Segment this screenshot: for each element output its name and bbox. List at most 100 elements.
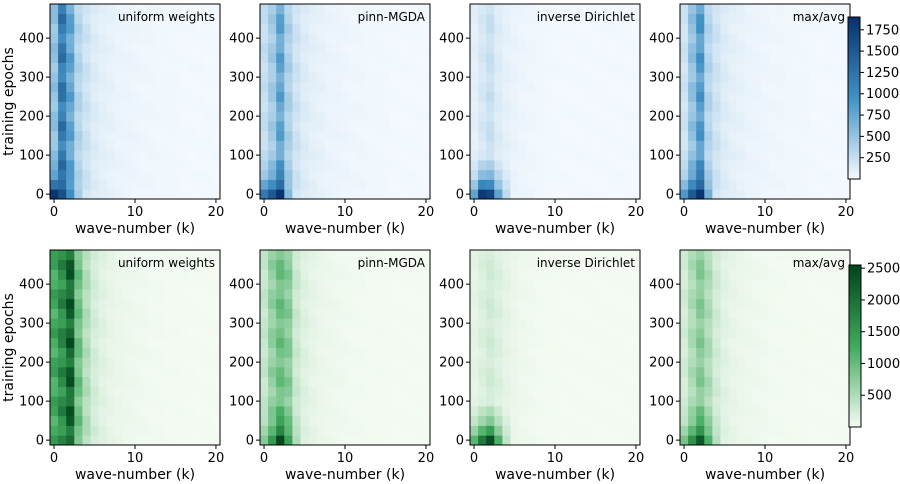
heatmap-cell <box>389 318 399 329</box>
heatmap-cell <box>486 425 495 436</box>
heatmap-cell <box>74 179 83 190</box>
heatmap-cell <box>760 386 770 397</box>
heatmap-cell <box>50 279 59 290</box>
heatmap-cell <box>744 347 754 358</box>
heatmap-cell <box>470 396 479 407</box>
heatmap-cell <box>720 111 729 122</box>
heatmap-cell <box>171 396 180 407</box>
heatmap-cell <box>58 179 67 190</box>
heatmap-cell <box>82 376 91 387</box>
heatmap-cell <box>365 33 374 44</box>
heatmap-cell <box>567 130 576 141</box>
heatmap-cell <box>688 386 697 397</box>
heatmap-cell <box>203 269 213 280</box>
heatmap-cell <box>607 376 617 387</box>
heatmap-cell <box>421 367 431 378</box>
heatmap-cell <box>631 82 641 93</box>
heatmap-cell <box>74 396 83 407</box>
heatmap-cell <box>494 121 503 132</box>
heatmap-cell <box>211 4 221 15</box>
heatmap-cell <box>381 82 390 93</box>
heatmap-cell <box>300 4 309 15</box>
heatmap-cell <box>518 72 528 83</box>
heatmap-cell <box>203 386 213 397</box>
heatmap-cell <box>130 376 140 387</box>
heatmap-cell <box>720 23 729 34</box>
heatmap-cell <box>559 33 568 44</box>
heatmap-cell <box>50 415 59 426</box>
heatmap-cell <box>268 298 277 309</box>
heatmap-cell <box>728 318 738 329</box>
heatmap-cell <box>171 72 180 83</box>
heatmap-cell <box>357 376 366 387</box>
heatmap-cell <box>744 130 754 141</box>
y-tick-label: 300 <box>19 317 44 332</box>
heatmap-cell <box>575 250 584 261</box>
heatmap-cell <box>478 52 487 63</box>
heatmap-cell <box>187 279 197 290</box>
heatmap-cell <box>559 367 568 378</box>
heatmap-cell <box>720 160 729 171</box>
heatmap-cell <box>300 347 309 358</box>
heatmap-cell <box>583 357 592 368</box>
heatmap-cell <box>478 101 487 112</box>
heatmap-cell <box>106 150 116 161</box>
heatmap-cell <box>308 72 318 83</box>
heatmap-cell <box>680 160 689 171</box>
heatmap-cell <box>66 130 75 141</box>
heatmap-cell <box>349 376 358 387</box>
heatmap-cell <box>486 269 495 280</box>
heatmap-cell <box>769 91 778 102</box>
heatmap-cell <box>130 82 140 93</box>
heatmap-cell <box>623 169 633 180</box>
heatmap-cell <box>680 406 689 417</box>
heatmap-cell <box>122 23 132 34</box>
heatmap-cell <box>349 367 358 378</box>
heatmap-cell <box>340 415 350 426</box>
heatmap-cell <box>155 357 164 368</box>
heatmap-cell <box>502 23 511 34</box>
heatmap-cell <box>114 396 124 407</box>
heatmap-cell <box>478 179 487 190</box>
heatmap-cell <box>187 121 197 132</box>
heatmap-cell <box>365 91 374 102</box>
heatmap-cell <box>357 121 366 132</box>
heatmap-cell <box>316 376 326 387</box>
heatmap-cell <box>712 140 721 151</box>
heatmap-cell <box>833 250 843 261</box>
heatmap-cell <box>777 150 786 161</box>
heatmap-cell <box>801 140 810 151</box>
heatmap-cell <box>825 396 835 407</box>
heatmap-cell <box>550 91 560 102</box>
colorbar-segment <box>848 152 860 156</box>
heatmap-cell <box>599 179 609 190</box>
heatmap-cell <box>785 160 794 171</box>
heatmap-cell <box>324 91 334 102</box>
heatmap-cell <box>122 425 132 436</box>
heatmap-cell <box>130 318 140 329</box>
heatmap-cell <box>98 328 108 339</box>
heatmap-cell <box>623 150 633 161</box>
heatmap-cell <box>365 435 374 446</box>
heatmap-cell <box>825 406 835 417</box>
heatmap-cell <box>179 189 189 200</box>
heatmap-cell <box>332 396 342 407</box>
heatmap-cell <box>591 367 600 378</box>
heatmap-cell <box>349 130 358 141</box>
heatmap-cell <box>494 415 503 426</box>
heatmap-cell <box>486 91 495 102</box>
heatmap-cell <box>470 259 479 270</box>
heatmap-cell <box>793 52 802 63</box>
heatmap-cell <box>510 62 519 73</box>
heatmap-cell <box>284 396 293 407</box>
heatmap-cell <box>98 279 108 290</box>
heatmap-cell <box>357 150 366 161</box>
heatmap-cell <box>801 308 810 319</box>
heatmap-cell <box>349 13 358 24</box>
heatmap-cell <box>300 82 309 93</box>
heatmap-cell <box>470 406 479 417</box>
heatmap-cell <box>284 298 293 309</box>
heatmap-cell <box>421 82 431 93</box>
heatmap-cell <box>769 298 778 309</box>
heatmap-cell <box>567 357 576 368</box>
